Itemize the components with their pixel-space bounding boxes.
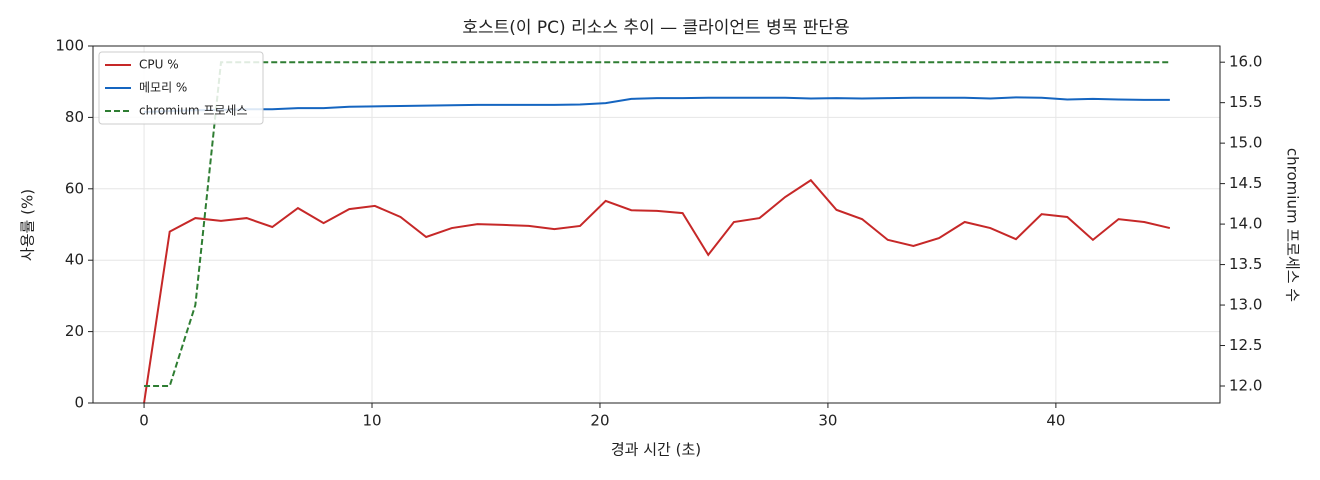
y2-tick-label: 12.5: [1229, 336, 1262, 354]
y-tick-label: 60: [65, 179, 84, 197]
x-tick-label: 30: [818, 412, 837, 430]
data-line: [144, 96, 1170, 114]
x-axis-label: 경과 시간 (초): [611, 441, 701, 459]
y2-tick-label: 15.5: [1229, 93, 1262, 111]
y-tick-label: 80: [65, 108, 84, 126]
y2-tick-label: 16.0: [1229, 53, 1262, 71]
y2-tick-label: 12.0: [1229, 377, 1262, 395]
legend: CPU % 메모리 % chromium 프로세스: [98, 51, 264, 125]
y-axis-label: 사용률 (%): [19, 189, 37, 261]
y2-axis-label: chromium 프로세스 수: [1284, 148, 1302, 302]
x-tick-label: 10: [362, 412, 381, 430]
y2-tick-label: 14.0: [1229, 215, 1262, 233]
plot-frame: [92, 45, 1221, 404]
chart-title: 호스트(이 PC) 리소스 추이 — 클라이언트 병목 판단용: [462, 18, 849, 38]
legend-box: [98, 51, 264, 125]
legend-label: CPU %: [139, 58, 179, 72]
legend-label: chromium 프로세스: [139, 104, 248, 118]
y2-tick-label: 15.0: [1229, 134, 1262, 152]
y-tick-label: 100: [55, 37, 84, 55]
x-tick-label: 0: [139, 412, 149, 430]
data-line: [143, 178, 1171, 404]
data-line: [144, 61, 1170, 387]
y-tick-label: 20: [65, 322, 84, 340]
y-tick-label: 0: [74, 394, 84, 412]
x-tick-label: 20: [590, 412, 609, 430]
y2-tick-label: 13.5: [1229, 255, 1262, 273]
legend-label: 메모리 %: [139, 81, 187, 95]
y2-tick-label: 14.5: [1229, 174, 1262, 192]
y2-tick-label: 13.0: [1229, 296, 1262, 314]
y-tick-label: 40: [65, 251, 84, 269]
x-tick-label: 40: [1046, 412, 1065, 430]
